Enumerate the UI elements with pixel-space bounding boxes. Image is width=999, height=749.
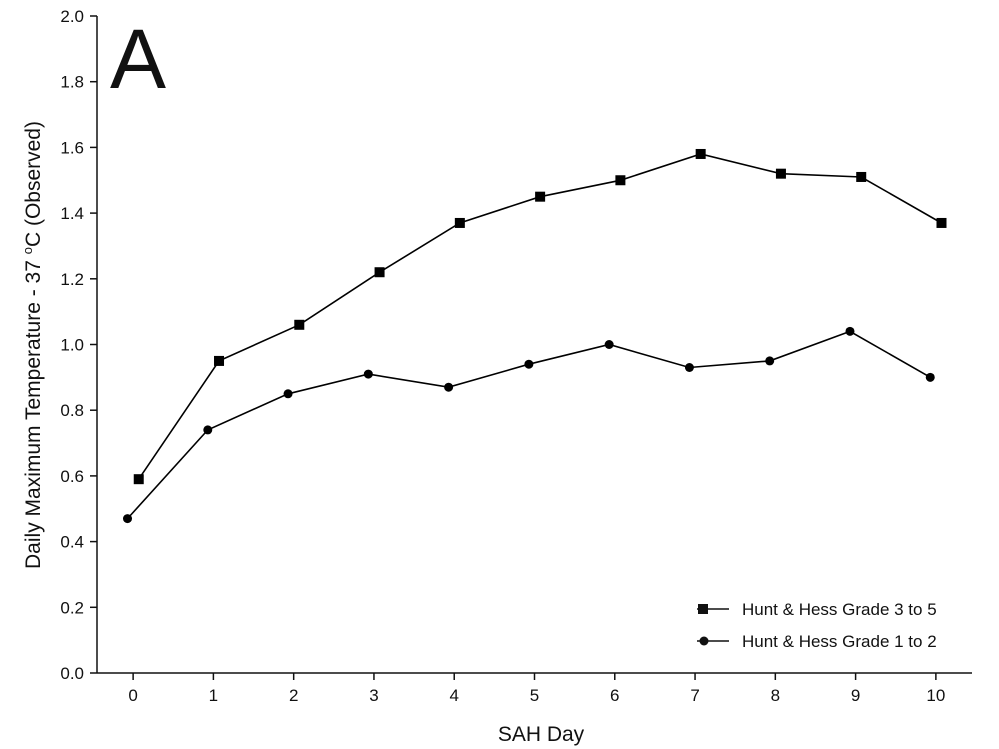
data-point-circle: [765, 356, 775, 366]
legend-label-grade-1-to-2: Hunt & Hess Grade 1 to 2: [742, 632, 937, 651]
y-axis-title: Daily Maximum Temperature - 37 oC (Obser…: [20, 121, 45, 569]
x-ticks: 0 1 2 3 4 5 6 7 8 9 10: [128, 673, 945, 705]
y-tick-label: 1.2: [60, 270, 84, 289]
y-tick-label: 2.0: [60, 7, 84, 26]
data-point-square: [294, 319, 305, 330]
data-point-circle: [123, 514, 133, 524]
legend-item-grade-3-to-5: Hunt & Hess Grade 3 to 5: [697, 600, 937, 619]
data-point-circle: [684, 362, 694, 372]
y-axis-title-prefix: Daily Maximum Temperature - 37: [22, 254, 45, 569]
x-tick-label: 6: [610, 686, 619, 705]
y-axis-title-degree: o: [20, 247, 35, 254]
data-point-square: [214, 355, 225, 366]
legend: Hunt & Hess Grade 3 to 5 Hunt & Hess Gra…: [697, 600, 937, 651]
data-point-circle: [604, 340, 614, 349]
series-line-grade-3-to-5: [138, 153, 942, 480]
y-tick-label: 1.8: [60, 73, 84, 92]
data-point-square: [775, 168, 786, 179]
series-line-grade-1-to-2: [126, 330, 931, 520]
x-tick-label: 7: [690, 686, 699, 705]
y-tick-label: 1.0: [60, 336, 84, 355]
x-tick-label: 9: [851, 686, 860, 705]
x-tick-label: 1: [209, 686, 218, 705]
data-point-square: [535, 191, 546, 202]
x-tick-label: 0: [128, 686, 137, 705]
x-tick-label: 5: [530, 686, 539, 705]
data-point-square: [374, 267, 385, 278]
data-point-square: [615, 175, 626, 186]
x-tick-label: 4: [449, 686, 458, 705]
data-point-circle: [925, 372, 935, 382]
panel-letter: A: [110, 12, 166, 106]
legend-label-grade-3-to-5: Hunt & Hess Grade 3 to 5: [742, 600, 937, 619]
series-layer: [123, 148, 947, 524]
data-point-square: [695, 148, 706, 159]
data-point-circle: [203, 425, 213, 435]
x-tick-label: 10: [926, 686, 945, 705]
data-point-circle: [283, 389, 293, 399]
data-point-square: [936, 217, 947, 228]
y-tick-label: 0.4: [60, 533, 84, 552]
y-ticks: 0.0 0.2 0.4 0.6 0.8 1.0 1.2 1.4 1.6 1.8 2.0: [60, 7, 97, 683]
axes: [96, 16, 972, 674]
x-tick-label: 8: [771, 686, 780, 705]
data-point-square: [454, 217, 465, 228]
data-point-circle: [444, 382, 454, 392]
data-point-circle: [524, 359, 534, 369]
y-tick-label: 1.4: [60, 204, 84, 223]
legend-marker-square: [698, 604, 708, 614]
y-tick-label: 1.6: [60, 138, 84, 157]
y-axis-title-suffix: C (Observed): [22, 121, 45, 247]
y-tick-label: 0.8: [60, 401, 84, 420]
x-tick-label: 2: [289, 686, 298, 705]
legend-marker-circle: [699, 636, 709, 646]
data-point-circle: [845, 326, 855, 336]
data-point-circle: [363, 369, 373, 379]
y-tick-label: 0.0: [60, 664, 84, 683]
y-tick-label: 0.2: [60, 598, 84, 617]
y-tick-label: 0.6: [60, 467, 84, 486]
data-point-square: [133, 474, 144, 485]
data-point-square: [856, 171, 867, 182]
x-axis-title: SAH Day: [498, 723, 585, 746]
x-tick-label: 3: [369, 686, 378, 705]
legend-item-grade-1-to-2: Hunt & Hess Grade 1 to 2: [697, 632, 937, 651]
